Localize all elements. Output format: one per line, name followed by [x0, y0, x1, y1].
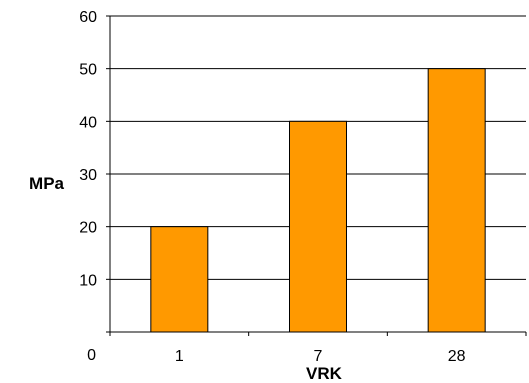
axes: [106, 15, 527, 336]
x-tick-label: 1: [175, 348, 184, 365]
y-tick-label: 0: [87, 347, 96, 364]
y-tick-label: 40: [79, 114, 97, 131]
y-tick-labels: 0 10 20 30 40 50 60: [79, 9, 97, 364]
x-axis-title: VRK: [306, 364, 343, 383]
bars: [150, 68, 486, 333]
bar-28: [427, 68, 486, 333]
y-tick-label: 60: [79, 9, 97, 26]
bar-7: [289, 120, 347, 333]
y-axis-title: MPa: [29, 174, 65, 193]
y-tick-label: 50: [79, 62, 97, 79]
y-tick-label: 20: [79, 220, 97, 237]
y-tick-label: 30: [79, 167, 97, 184]
bar-1: [150, 226, 209, 333]
x-tick-label: 7: [314, 348, 323, 365]
x-tick-labels: 1 7 28: [175, 348, 466, 365]
y-tick-label: 10: [79, 272, 97, 289]
x-tick-label: 28: [448, 348, 466, 365]
